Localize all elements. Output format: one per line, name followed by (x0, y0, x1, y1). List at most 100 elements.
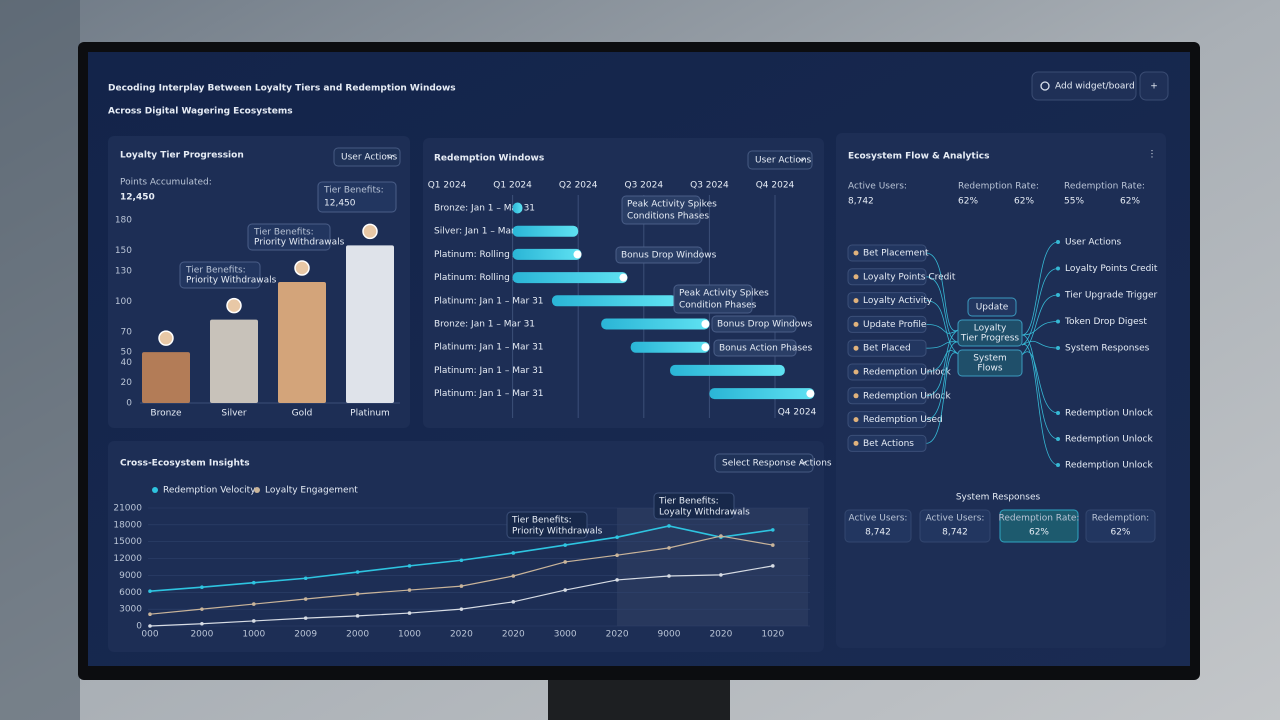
footer-label: Q4 2024 (778, 408, 817, 418)
node-dot (853, 274, 859, 280)
annotation (713, 339, 797, 357)
annotation (506, 511, 588, 539)
connector (1021, 334, 1059, 440)
connector (1021, 351, 1059, 414)
legend-swatch (152, 487, 158, 493)
row-label: Platinum: Rolling Access (434, 273, 544, 283)
flow-node-label: Loyalty Points Credit (863, 272, 956, 282)
card-value: 8,742 (942, 528, 968, 538)
flow-node-label: Loyalty Activity (863, 296, 933, 306)
panel-title: Loyalty Tier Progression (120, 151, 244, 161)
point (355, 614, 360, 618)
row-label: Platinum: Rolling Access (434, 250, 544, 260)
flow-center (957, 319, 1023, 347)
flow-center-label: System (973, 354, 1007, 364)
tooltip (317, 181, 397, 213)
dropdown-label[interactable]: User Actions (755, 156, 812, 166)
stat-label: Redemption Rate: (1064, 182, 1145, 192)
point (407, 564, 412, 568)
y-tick-label: 40 (121, 358, 133, 368)
card-value: 62% (1110, 528, 1130, 538)
connector (925, 324, 959, 334)
bar (278, 282, 326, 403)
connector (925, 276, 959, 343)
wall (0, 0, 80, 720)
row-label: Bronze: Jan 1 – Mar 31 (434, 204, 535, 214)
gantt-bar (709, 388, 815, 400)
connector (925, 341, 959, 349)
row-label: Platinum: Jan 1 – Mar 31 (434, 389, 544, 399)
y-tick-label: 12000 (113, 554, 142, 564)
connector (925, 341, 959, 420)
connector (925, 352, 959, 444)
tooltip-text: 12,450 (324, 199, 356, 209)
point (615, 553, 619, 557)
legend-swatch (254, 487, 260, 493)
flow-center-label: Tier Progress (960, 334, 1020, 344)
point (148, 589, 152, 593)
flow-center-label: Loyalty (974, 324, 1007, 334)
avatar (362, 223, 378, 240)
annotation (673, 284, 753, 314)
row-label: Platinum: Jan 1 – Mar 31 (434, 296, 544, 306)
avatar (226, 297, 242, 314)
connector (925, 350, 959, 373)
connector (1021, 294, 1059, 356)
search-box[interactable] (1031, 71, 1137, 101)
tooltip (247, 223, 331, 251)
y-tick-label: 0 (126, 399, 132, 409)
connector (1021, 340, 1059, 349)
chevron (799, 460, 807, 465)
point (303, 597, 308, 601)
dropdown (747, 150, 813, 170)
point (667, 574, 671, 578)
flow-node (847, 268, 927, 286)
card-label: Active Users: (849, 514, 908, 524)
flow-node (847, 339, 927, 357)
marker (619, 273, 628, 282)
tooltip-text: Priority Withdrawals (186, 276, 277, 286)
node-dot (1056, 437, 1060, 441)
x-tick-label: Q4 2024 (756, 181, 795, 191)
gantt-bar (630, 341, 710, 353)
stat-value: 8,742 (848, 197, 874, 207)
section-label: System Responses (956, 493, 1041, 503)
point (459, 558, 464, 563)
card-value: 62% (1029, 528, 1049, 538)
node-dot (853, 369, 859, 375)
stat-card (919, 509, 991, 543)
flow-node (847, 363, 927, 381)
stat-label: Active Users: (848, 182, 907, 192)
node-dot (1056, 240, 1060, 244)
y-tick-label: 180 (115, 216, 132, 226)
point (667, 546, 671, 550)
dropdown-label[interactable]: User Actions (341, 153, 398, 163)
x-tick-label: Q3 2024 (625, 181, 664, 191)
annotation-text: Condition Phases (679, 301, 757, 311)
node-dot (853, 321, 859, 327)
node-dot (1056, 293, 1060, 297)
node-dot (853, 298, 859, 304)
x-tick-label: 1000 (398, 630, 421, 640)
stand (548, 676, 730, 720)
point (355, 592, 360, 596)
gantt-bar (551, 295, 677, 307)
annotation-text: Bonus Drop Windows (621, 251, 717, 261)
connector (925, 329, 959, 397)
y-tick-label: 130 (115, 266, 132, 276)
flow-node-label: Redemption Unlock (863, 368, 951, 378)
points-value: 12,450 (120, 193, 155, 203)
flow-node-label: Update Profile (863, 320, 927, 330)
add-button[interactable] (1139, 71, 1169, 101)
y-tick-label: 150 (115, 246, 132, 256)
y-tick-label: 50 (121, 348, 133, 358)
gantt-bar (601, 318, 710, 330)
annotation (711, 315, 797, 333)
y-tick-label: 20 (121, 378, 133, 388)
x-tick-label: Silver (221, 409, 247, 419)
annotation-text: Peak Activity Spikes (679, 289, 769, 299)
dropdown-label[interactable]: Select Response Actions (722, 459, 832, 469)
stat-value: 62% (958, 197, 978, 207)
point (459, 607, 464, 611)
